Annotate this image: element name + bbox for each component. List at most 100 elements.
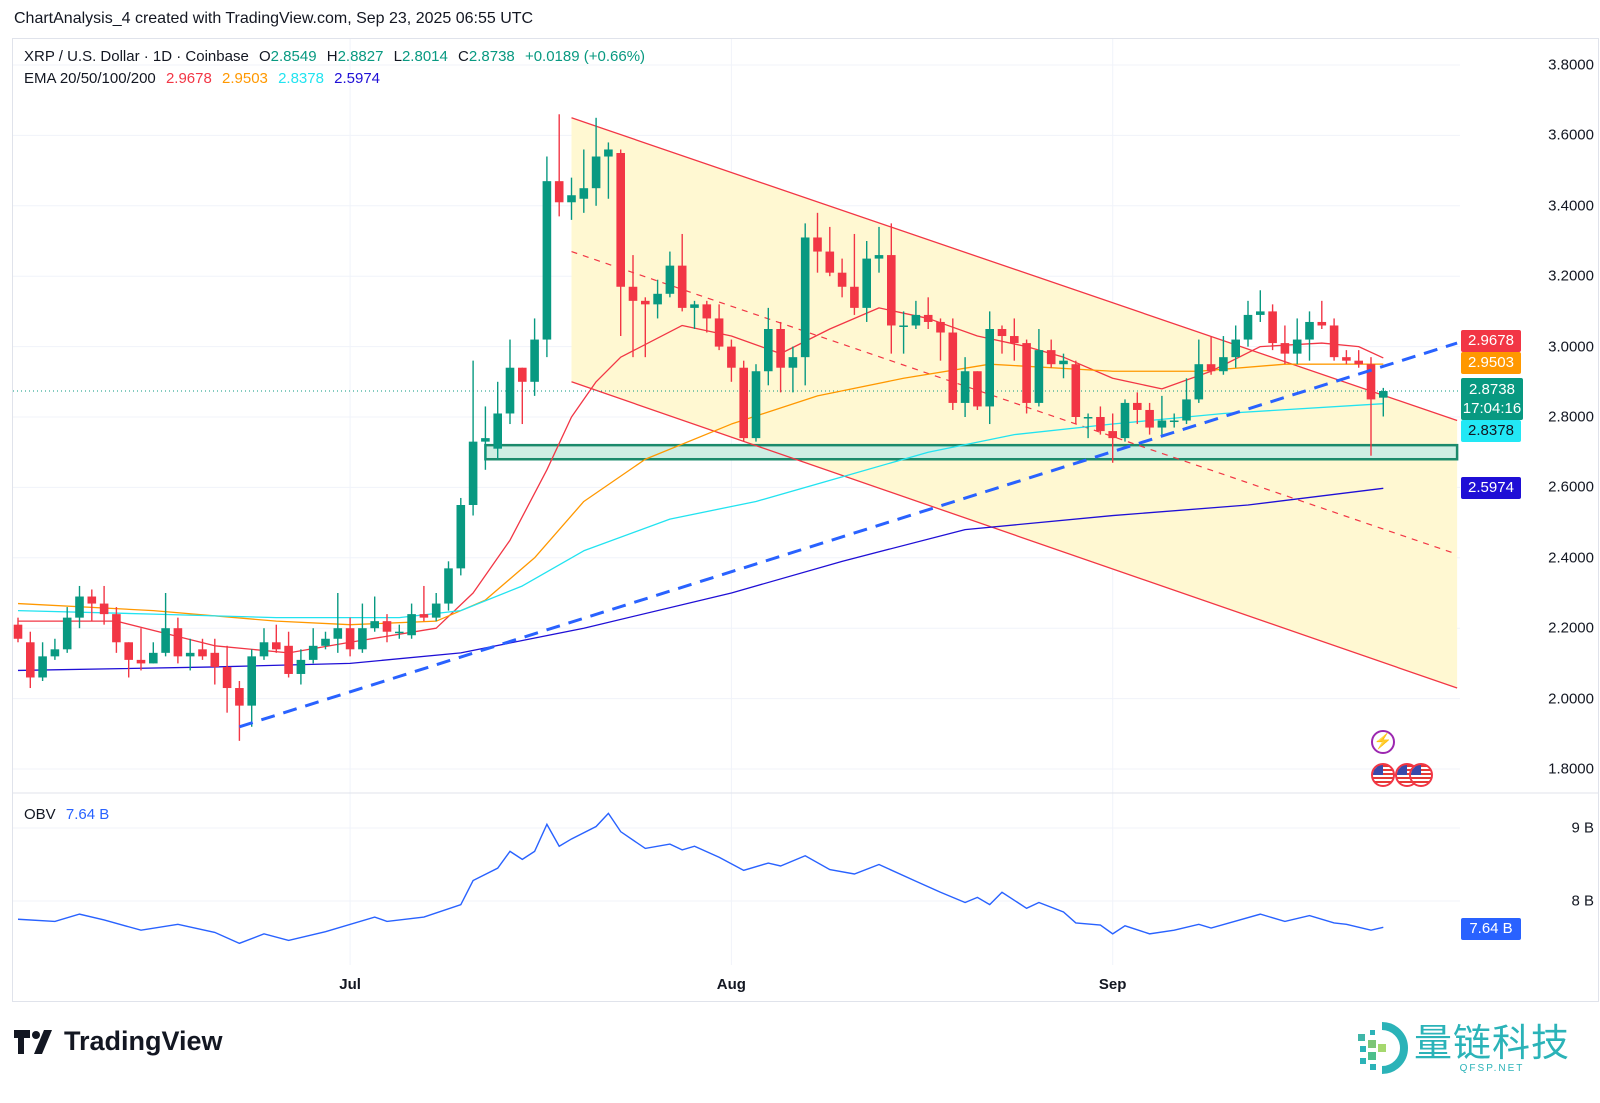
candle — [468, 360, 478, 516]
candle-body — [800, 237, 810, 358]
obv-price-tag: 7.64 B — [1461, 918, 1521, 940]
candle — [960, 357, 970, 417]
candle-body — [124, 642, 133, 660]
candle-body — [419, 614, 429, 618]
candle — [985, 311, 994, 425]
candle — [75, 585, 84, 629]
candle-body — [468, 441, 478, 505]
candle — [235, 681, 244, 741]
low-label: L — [393, 48, 402, 65]
lightning-event-icon[interactable]: ⚡ — [1371, 730, 1395, 754]
candle — [813, 212, 822, 273]
candle — [850, 233, 859, 315]
candle — [518, 367, 527, 425]
candle — [911, 300, 921, 329]
candle-body — [1379, 391, 1388, 398]
obv-tick-label: 9 B — [1571, 819, 1594, 837]
symbol-legend: XRP / U.S. Dollar · 1D · Coinbase O2.854… — [24, 48, 651, 65]
candle-body — [1182, 399, 1191, 421]
us-flag-icon[interactable] — [1409, 763, 1433, 787]
candle — [1145, 402, 1154, 435]
candle-body — [259, 642, 269, 657]
candle — [825, 226, 835, 277]
candle — [161, 593, 170, 657]
candle-body — [1108, 431, 1117, 439]
high-label: H — [326, 48, 338, 65]
candle — [1366, 357, 1376, 456]
candle-body — [13, 624, 23, 639]
high-value: 2.8827 — [337, 48, 384, 65]
price-tick-label: 1.8000 — [1548, 760, 1594, 778]
candle — [616, 149, 625, 337]
candle-body — [493, 413, 502, 449]
candle — [1034, 329, 1044, 407]
candle — [1046, 339, 1056, 368]
candle — [1059, 353, 1068, 379]
candle-body — [247, 656, 256, 706]
candle-body — [530, 339, 539, 382]
candle-body — [579, 188, 589, 199]
ema200-value: 2.5974 — [334, 70, 381, 87]
candle — [407, 603, 416, 639]
candle-body — [75, 596, 84, 618]
symbol-title[interactable]: XRP / U.S. Dollar · 1D · Coinbase — [24, 48, 249, 65]
candle — [554, 114, 564, 217]
candle — [50, 638, 60, 660]
ema-label[interactable]: EMA 20/50/100/200 — [24, 70, 156, 87]
candle-body — [136, 659, 146, 664]
candle-body — [604, 149, 613, 157]
candle — [210, 638, 220, 685]
candle — [1206, 336, 1216, 375]
candle — [149, 642, 158, 664]
candle-body — [296, 659, 306, 674]
obv-value: 7.64 B — [65, 806, 110, 823]
price-tick-label: 2.4000 — [1548, 549, 1594, 567]
candle-body — [887, 255, 896, 326]
close-value: 2.8738 — [468, 48, 515, 65]
candle — [727, 339, 736, 382]
candle — [739, 360, 748, 442]
candle — [641, 297, 650, 358]
candle — [764, 307, 773, 386]
candle-body — [395, 631, 404, 634]
candle — [948, 318, 958, 410]
candle — [112, 607, 121, 653]
candle-body — [370, 621, 379, 629]
candle — [493, 381, 502, 460]
candle-body — [1305, 321, 1314, 340]
candle-body — [518, 367, 527, 382]
change-value: +0.0189 (+0.66%) — [524, 48, 646, 65]
candle-body — [776, 329, 785, 368]
candle — [321, 631, 330, 650]
qfsp-watermark: 量链科技 QFSP.NET — [1352, 1020, 1570, 1076]
candle-body — [1342, 357, 1351, 361]
candle — [87, 589, 97, 622]
us-flag-icon[interactable] — [1371, 763, 1395, 787]
candle — [874, 226, 884, 273]
candle — [1083, 413, 1093, 439]
candle — [13, 617, 23, 643]
candle — [358, 603, 367, 653]
channel-upper-line — [571, 117, 1458, 422]
candle-body — [1145, 409, 1154, 428]
candle — [173, 617, 183, 664]
open-value: 2.8549 — [270, 48, 317, 65]
candle-body — [1022, 343, 1031, 403]
obv-label[interactable]: OBV — [24, 806, 56, 823]
last-price: 2.8738 — [1469, 381, 1515, 398]
candle-body — [702, 304, 712, 319]
candle-body — [997, 329, 1007, 337]
candle-body — [591, 156, 601, 189]
candle — [505, 339, 515, 425]
ema50-value: 2.9503 — [222, 70, 268, 87]
ohlc-high: H2.8827 — [327, 48, 384, 65]
candle-body — [653, 293, 662, 305]
candle — [1010, 318, 1019, 361]
candle-body — [1120, 402, 1130, 439]
candle-body — [1096, 417, 1105, 432]
candle-body — [235, 688, 244, 706]
candle — [997, 325, 1007, 354]
candle — [751, 364, 761, 442]
candle-body — [1317, 321, 1327, 326]
